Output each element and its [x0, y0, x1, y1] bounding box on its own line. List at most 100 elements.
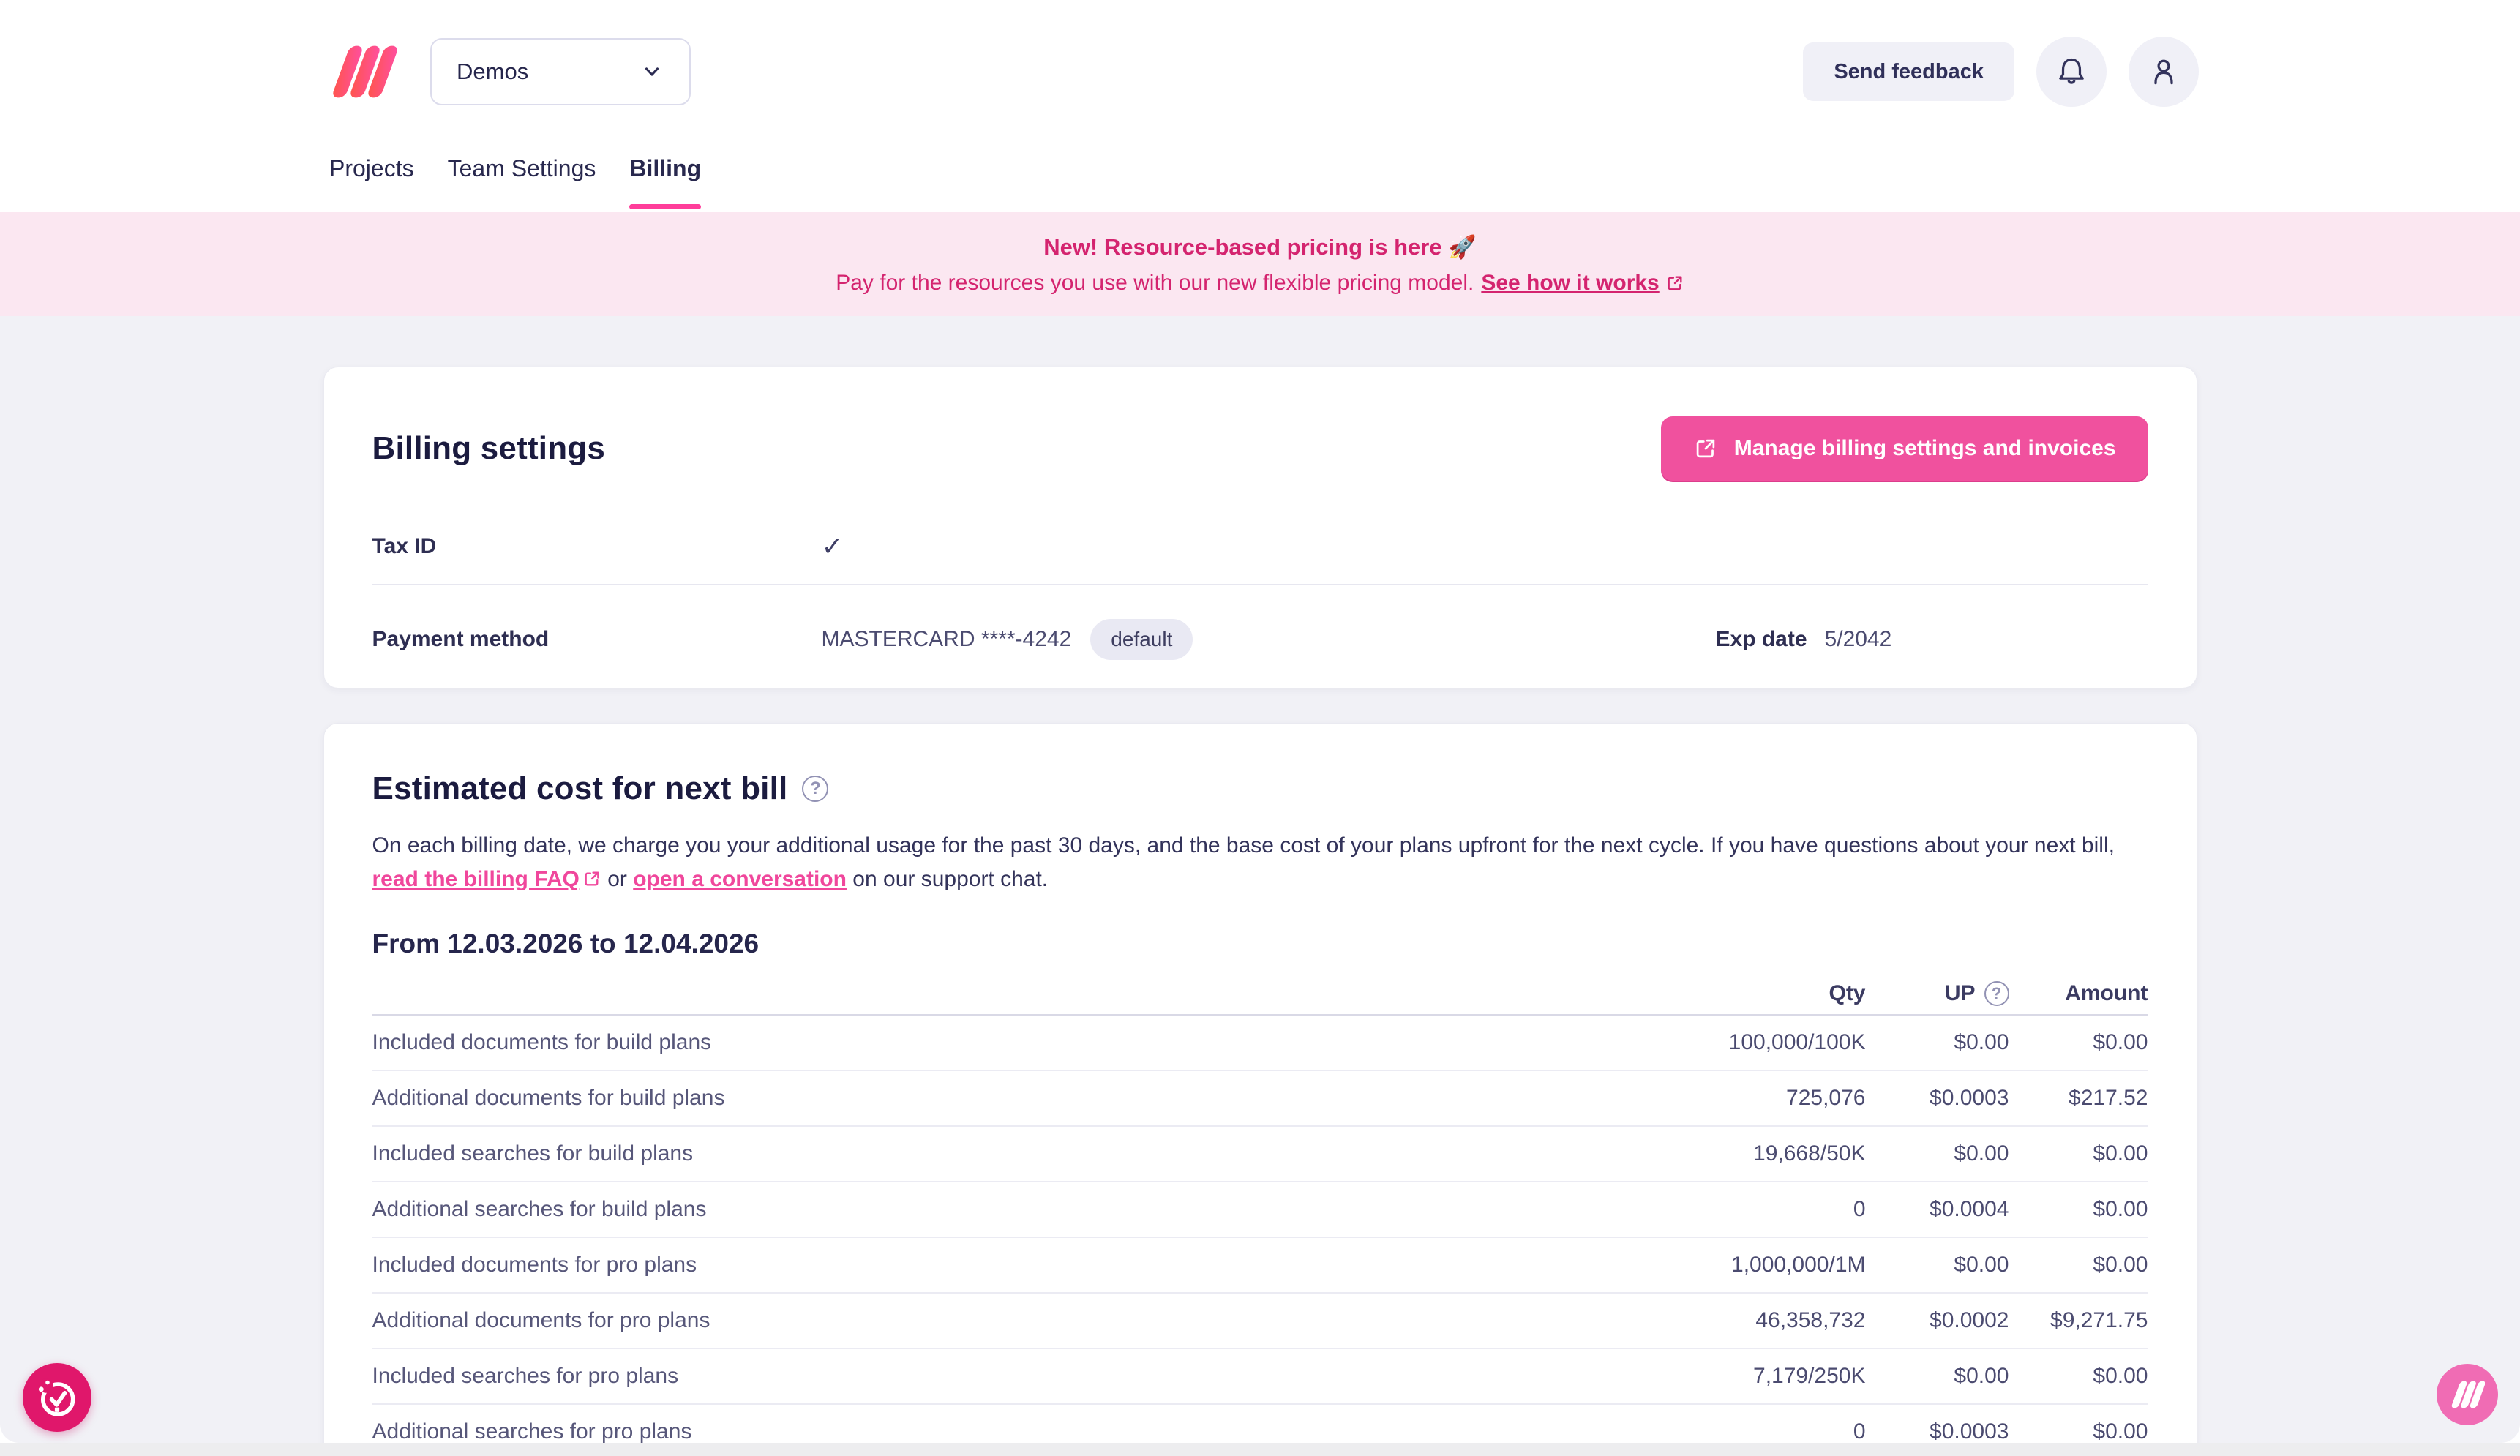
- tab-billing[interactable]: Billing: [629, 143, 701, 212]
- pricing-announcement-banner: New! Resource-based pricing is here 🚀 Pa…: [0, 212, 2520, 316]
- row-up: $0.00: [1865, 1237, 2009, 1294]
- row-up: $0.00: [1865, 1126, 2009, 1182]
- cookie-icon: [38, 1378, 75, 1416]
- see-how-it-works-link[interactable]: See how it works: [1481, 271, 1684, 296]
- exp-date-group: Exp date 5/2042: [1716, 627, 1892, 652]
- row-amount: $0.00: [2009, 1237, 2148, 1294]
- row-qty: 0: [1550, 1182, 1866, 1238]
- row-up: $0.0003: [1865, 1070, 2009, 1127]
- org-selector-value: Demos: [457, 59, 529, 84]
- row-amount: $0.00: [2009, 1348, 2148, 1405]
- banner-message: Pay for the resources you use with our n…: [836, 271, 1684, 296]
- row-up: $0.00: [1865, 1348, 2009, 1405]
- external-link-icon: [585, 871, 599, 886]
- qty-column-header: Qty: [1550, 977, 1866, 1016]
- row-qty: 1,000,000/1M: [1550, 1237, 1866, 1294]
- billing-settings-card: Billing settings Manage billing settings…: [323, 367, 2197, 688]
- notifications-button[interactable]: [2036, 37, 2107, 107]
- up-help-icon[interactable]: ?: [1984, 980, 2009, 1006]
- header-top-row: Demos Send feedback: [0, 0, 2520, 143]
- chat-launcher-button[interactable]: [2437, 1364, 2498, 1425]
- row-label: Included documents for build plans: [372, 1015, 1551, 1071]
- table-row: Additional documents for build plans 725,…: [372, 1070, 2148, 1127]
- row-label: Additional searches for build plans: [372, 1182, 1551, 1238]
- description-end: on our support chat.: [846, 867, 1049, 891]
- external-link-icon: [1696, 439, 1714, 458]
- exp-date-label: Exp date: [1715, 627, 1807, 651]
- table-row: Included searches for build plans 19,668/…: [372, 1126, 2148, 1182]
- tax-id-label: Tax ID: [372, 534, 437, 558]
- row-up: $0.0003: [1865, 1404, 2009, 1443]
- description-intro: On each billing date, we charge you your…: [372, 833, 2115, 858]
- org-selector-dropdown[interactable]: Demos: [430, 38, 691, 105]
- row-label: Included documents for pro plans: [372, 1237, 1551, 1294]
- row-qty: 725,076: [1550, 1070, 1866, 1127]
- row-amount: $217.52: [2009, 1070, 2148, 1127]
- default-badge: default: [1090, 619, 1193, 660]
- open-conversation-link[interactable]: open a conversation: [633, 867, 847, 891]
- main-content: Billing settings Manage billing settings…: [0, 316, 2520, 1443]
- table-row: Included documents for pro plans 1,000,00…: [372, 1237, 2148, 1294]
- send-feedback-button[interactable]: Send feedback: [1803, 42, 2014, 101]
- usage-table-header-row: Qty UP? Amount: [372, 977, 2148, 1016]
- table-row: Included searches for pro plans 7,179/250…: [372, 1348, 2148, 1405]
- row-amount: $0.00: [2009, 1404, 2148, 1443]
- payment-method-value: MASTERCARD ****-4242: [821, 627, 1072, 651]
- estimated-cost-title: Estimated cost for next bill: [372, 770, 788, 806]
- tab-projects[interactable]: Projects: [329, 155, 414, 181]
- row-label: Included searches for pro plans: [372, 1348, 1551, 1405]
- check-icon: ✓: [821, 531, 844, 561]
- header: Demos Send feedback: [0, 0, 2520, 212]
- estimated-cost-description: On each billing date, we charge you your…: [372, 829, 2148, 896]
- main-nav-tabs: Projects Team Settings Billing: [0, 143, 2520, 212]
- tab-team-settings[interactable]: Team Settings: [447, 155, 596, 181]
- payment-method-row: Payment method MASTERCARD ****-4242 defa…: [372, 585, 2148, 694]
- user-icon: [2154, 59, 2173, 85]
- row-qty: 0: [1550, 1404, 1866, 1443]
- row-qty: 100,000/100K: [1550, 1015, 1866, 1071]
- billing-faq-link[interactable]: read the billing FAQ: [372, 867, 601, 891]
- estimated-cost-head: Estimated cost for next bill ?: [372, 724, 2148, 807]
- row-up: $0.0002: [1865, 1293, 2009, 1349]
- banner-message-text: Pay for the resources you use with our n…: [836, 270, 1474, 295]
- billing-settings-head: Billing settings Manage billing settings…: [372, 367, 2148, 481]
- cookie-consent-button[interactable]: [23, 1363, 91, 1432]
- row-divider: [372, 584, 2148, 585]
- row-qty: 46,358,732: [1550, 1293, 1866, 1349]
- table-row: Additional searches for pro plans 0 $0.000…: [372, 1404, 2148, 1443]
- amount-column-header: Amount: [2009, 977, 2148, 1016]
- billing-faq-label: read the billing FAQ: [372, 867, 580, 891]
- label-column-header: [372, 977, 1551, 1016]
- banner-title: New! Resource-based pricing is here 🚀: [1043, 233, 1477, 260]
- window-bottom-edge: [0, 1443, 2520, 1456]
- help-icon[interactable]: ?: [802, 776, 829, 802]
- description-or: or: [601, 867, 634, 891]
- up-header-label: UP: [1944, 980, 1976, 1005]
- see-how-it-works-label: See how it works: [1481, 270, 1660, 295]
- estimated-cost-card: Estimated cost for next bill ? On each b…: [323, 723, 2197, 1443]
- billing-settings-title: Billing settings: [372, 430, 606, 466]
- row-amount: $0.00: [2009, 1126, 2148, 1182]
- tax-id-row: Tax ID ✓: [372, 522, 2148, 571]
- bell-icon: [2059, 58, 2084, 84]
- manage-billing-button[interactable]: Manage billing settings and invoices: [1660, 416, 2148, 481]
- meilisearch-logo-icon: [333, 45, 397, 98]
- exp-date-value: 5/2042: [1824, 627, 1892, 651]
- meilisearch-launcher-icon: [2451, 1381, 2485, 1408]
- manage-billing-label: Manage billing settings and invoices: [1733, 436, 2116, 460]
- account-button[interactable]: [2129, 37, 2199, 107]
- usage-table: Qty UP? Amount Included documents for bu…: [372, 977, 2148, 1443]
- row-amount: $0.00: [2009, 1015, 2148, 1071]
- row-up: $0.00: [1865, 1015, 2009, 1071]
- row-label: Additional documents for pro plans: [372, 1293, 1551, 1349]
- up-column-header: UP?: [1865, 977, 2009, 1016]
- chevron-down-icon: [645, 67, 659, 76]
- table-row: Included documents for build plans 100,00…: [372, 1015, 2148, 1071]
- row-qty: 7,179/250K: [1550, 1348, 1866, 1405]
- table-row: Additional searches for build plans 0 $0.0…: [372, 1182, 2148, 1238]
- row-label: Additional documents for build plans: [372, 1070, 1551, 1127]
- row-label: Included searches for build plans: [372, 1126, 1551, 1182]
- row-label: Additional searches for pro plans: [372, 1404, 1551, 1443]
